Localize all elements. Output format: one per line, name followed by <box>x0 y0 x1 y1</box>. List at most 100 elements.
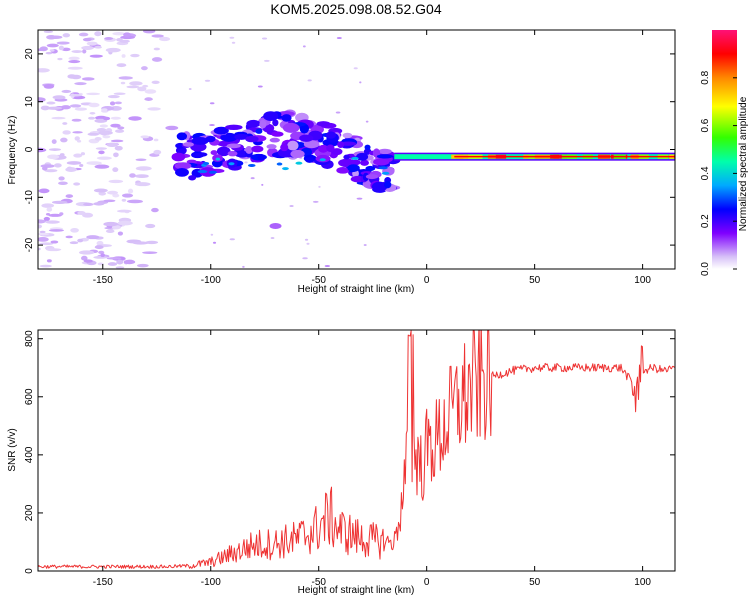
noise-mark <box>48 35 63 39</box>
noise-mark <box>51 139 57 144</box>
noise-mark <box>40 105 50 111</box>
noise-mark <box>68 60 81 64</box>
signal-mark <box>351 159 361 166</box>
noise-mark <box>43 84 55 89</box>
noise-mark <box>67 66 83 70</box>
signal-peak-mark <box>197 170 208 174</box>
noise-mark <box>242 265 245 268</box>
noise-mark <box>132 241 149 245</box>
noise-mark <box>88 116 96 120</box>
signal-mark <box>191 137 209 145</box>
spectrogram-marks <box>38 30 675 269</box>
colorbar-ticks: 0.0 0.2 0.4 0.6 0.8 <box>700 70 737 276</box>
signal-mark <box>376 154 394 159</box>
noise-mark <box>44 169 58 173</box>
noise-mark <box>68 56 80 61</box>
noise-mark <box>52 95 66 100</box>
spectrogram-x-ticks: -150 -100 -50 0 50 100 <box>93 30 651 286</box>
noise-mark <box>100 130 108 136</box>
x-tick-label: 50 <box>529 275 541 286</box>
signal-peak-mark <box>247 163 256 167</box>
signal-mark <box>299 134 314 142</box>
noise-mark <box>38 68 50 73</box>
signal-mark <box>175 167 189 177</box>
signal-mark <box>216 146 231 157</box>
snr-y-label: SNR (v/v) <box>7 428 18 471</box>
noise-mark <box>74 136 80 141</box>
noise-mark <box>49 49 55 52</box>
noise-mark <box>51 116 66 120</box>
y-tick-label: 800 <box>24 330 35 347</box>
noise-mark <box>209 102 215 105</box>
noise-mark <box>144 89 157 94</box>
noise-mark <box>62 122 68 125</box>
noise-mark <box>39 242 54 246</box>
noise-mark <box>110 116 121 120</box>
noise-mark <box>123 32 131 37</box>
signal-peak-mark <box>295 161 303 165</box>
signal-mark <box>326 144 335 153</box>
noise-mark <box>107 262 118 266</box>
noise-mark <box>39 264 52 268</box>
signal-mark <box>174 162 192 170</box>
noise-mark <box>113 152 119 158</box>
noise-mark <box>116 259 124 265</box>
signal-mark <box>245 146 253 154</box>
y-tick-label: 400 <box>24 446 35 463</box>
noise-mark <box>45 248 62 252</box>
noise-mark <box>145 240 159 245</box>
noise-mark <box>67 74 77 79</box>
noise-mark <box>142 30 156 34</box>
noise-mark <box>270 237 275 240</box>
signal-mark <box>245 135 259 143</box>
isolated-blob-mark <box>269 222 282 229</box>
signal-peak-mark <box>208 170 218 174</box>
noise-mark <box>250 177 255 180</box>
signal-mark <box>325 131 337 139</box>
noise-mark <box>38 247 41 251</box>
noise-mark <box>204 79 211 82</box>
signal-mark <box>281 114 292 122</box>
narrow-line-segment <box>673 154 675 159</box>
noise-mark <box>263 59 270 62</box>
noise-mark <box>94 118 108 123</box>
noise-mark <box>117 220 133 226</box>
noise-mark <box>114 101 122 105</box>
noise-mark <box>261 37 268 40</box>
noise-mark <box>134 174 149 179</box>
signal-mark <box>287 140 299 151</box>
noise-mark <box>43 30 54 33</box>
noise-mark <box>302 45 306 48</box>
signal-mark <box>365 165 376 172</box>
noise-mark <box>261 183 264 186</box>
signal-mark <box>342 132 353 139</box>
noise-mark <box>81 45 94 50</box>
noise-mark <box>77 238 84 243</box>
signal-mark <box>340 141 357 146</box>
noise-mark <box>97 262 104 266</box>
noise-mark <box>98 250 105 254</box>
noise-mark <box>117 231 124 236</box>
noise-mark <box>98 191 107 196</box>
signal-mark <box>269 137 280 143</box>
noise-mark <box>74 107 88 111</box>
noise-mark <box>94 31 102 37</box>
signal-mark <box>290 149 305 159</box>
noise-mark <box>110 123 121 128</box>
y-tick-label: 600 <box>24 388 35 405</box>
noise-mark <box>257 85 263 88</box>
noise-mark <box>151 57 163 62</box>
noise-mark <box>140 135 150 139</box>
signal-mark <box>220 132 238 142</box>
signal-mark <box>176 132 188 141</box>
signal-mark <box>227 150 238 157</box>
noise-mark <box>104 37 114 40</box>
signal-peak-mark <box>228 162 235 166</box>
noise-mark <box>78 250 95 255</box>
noise-mark <box>145 223 156 229</box>
signal-mark <box>360 159 370 166</box>
signal-peak-mark <box>319 158 326 162</box>
noise-mark <box>38 97 46 103</box>
noise-mark <box>94 164 110 169</box>
